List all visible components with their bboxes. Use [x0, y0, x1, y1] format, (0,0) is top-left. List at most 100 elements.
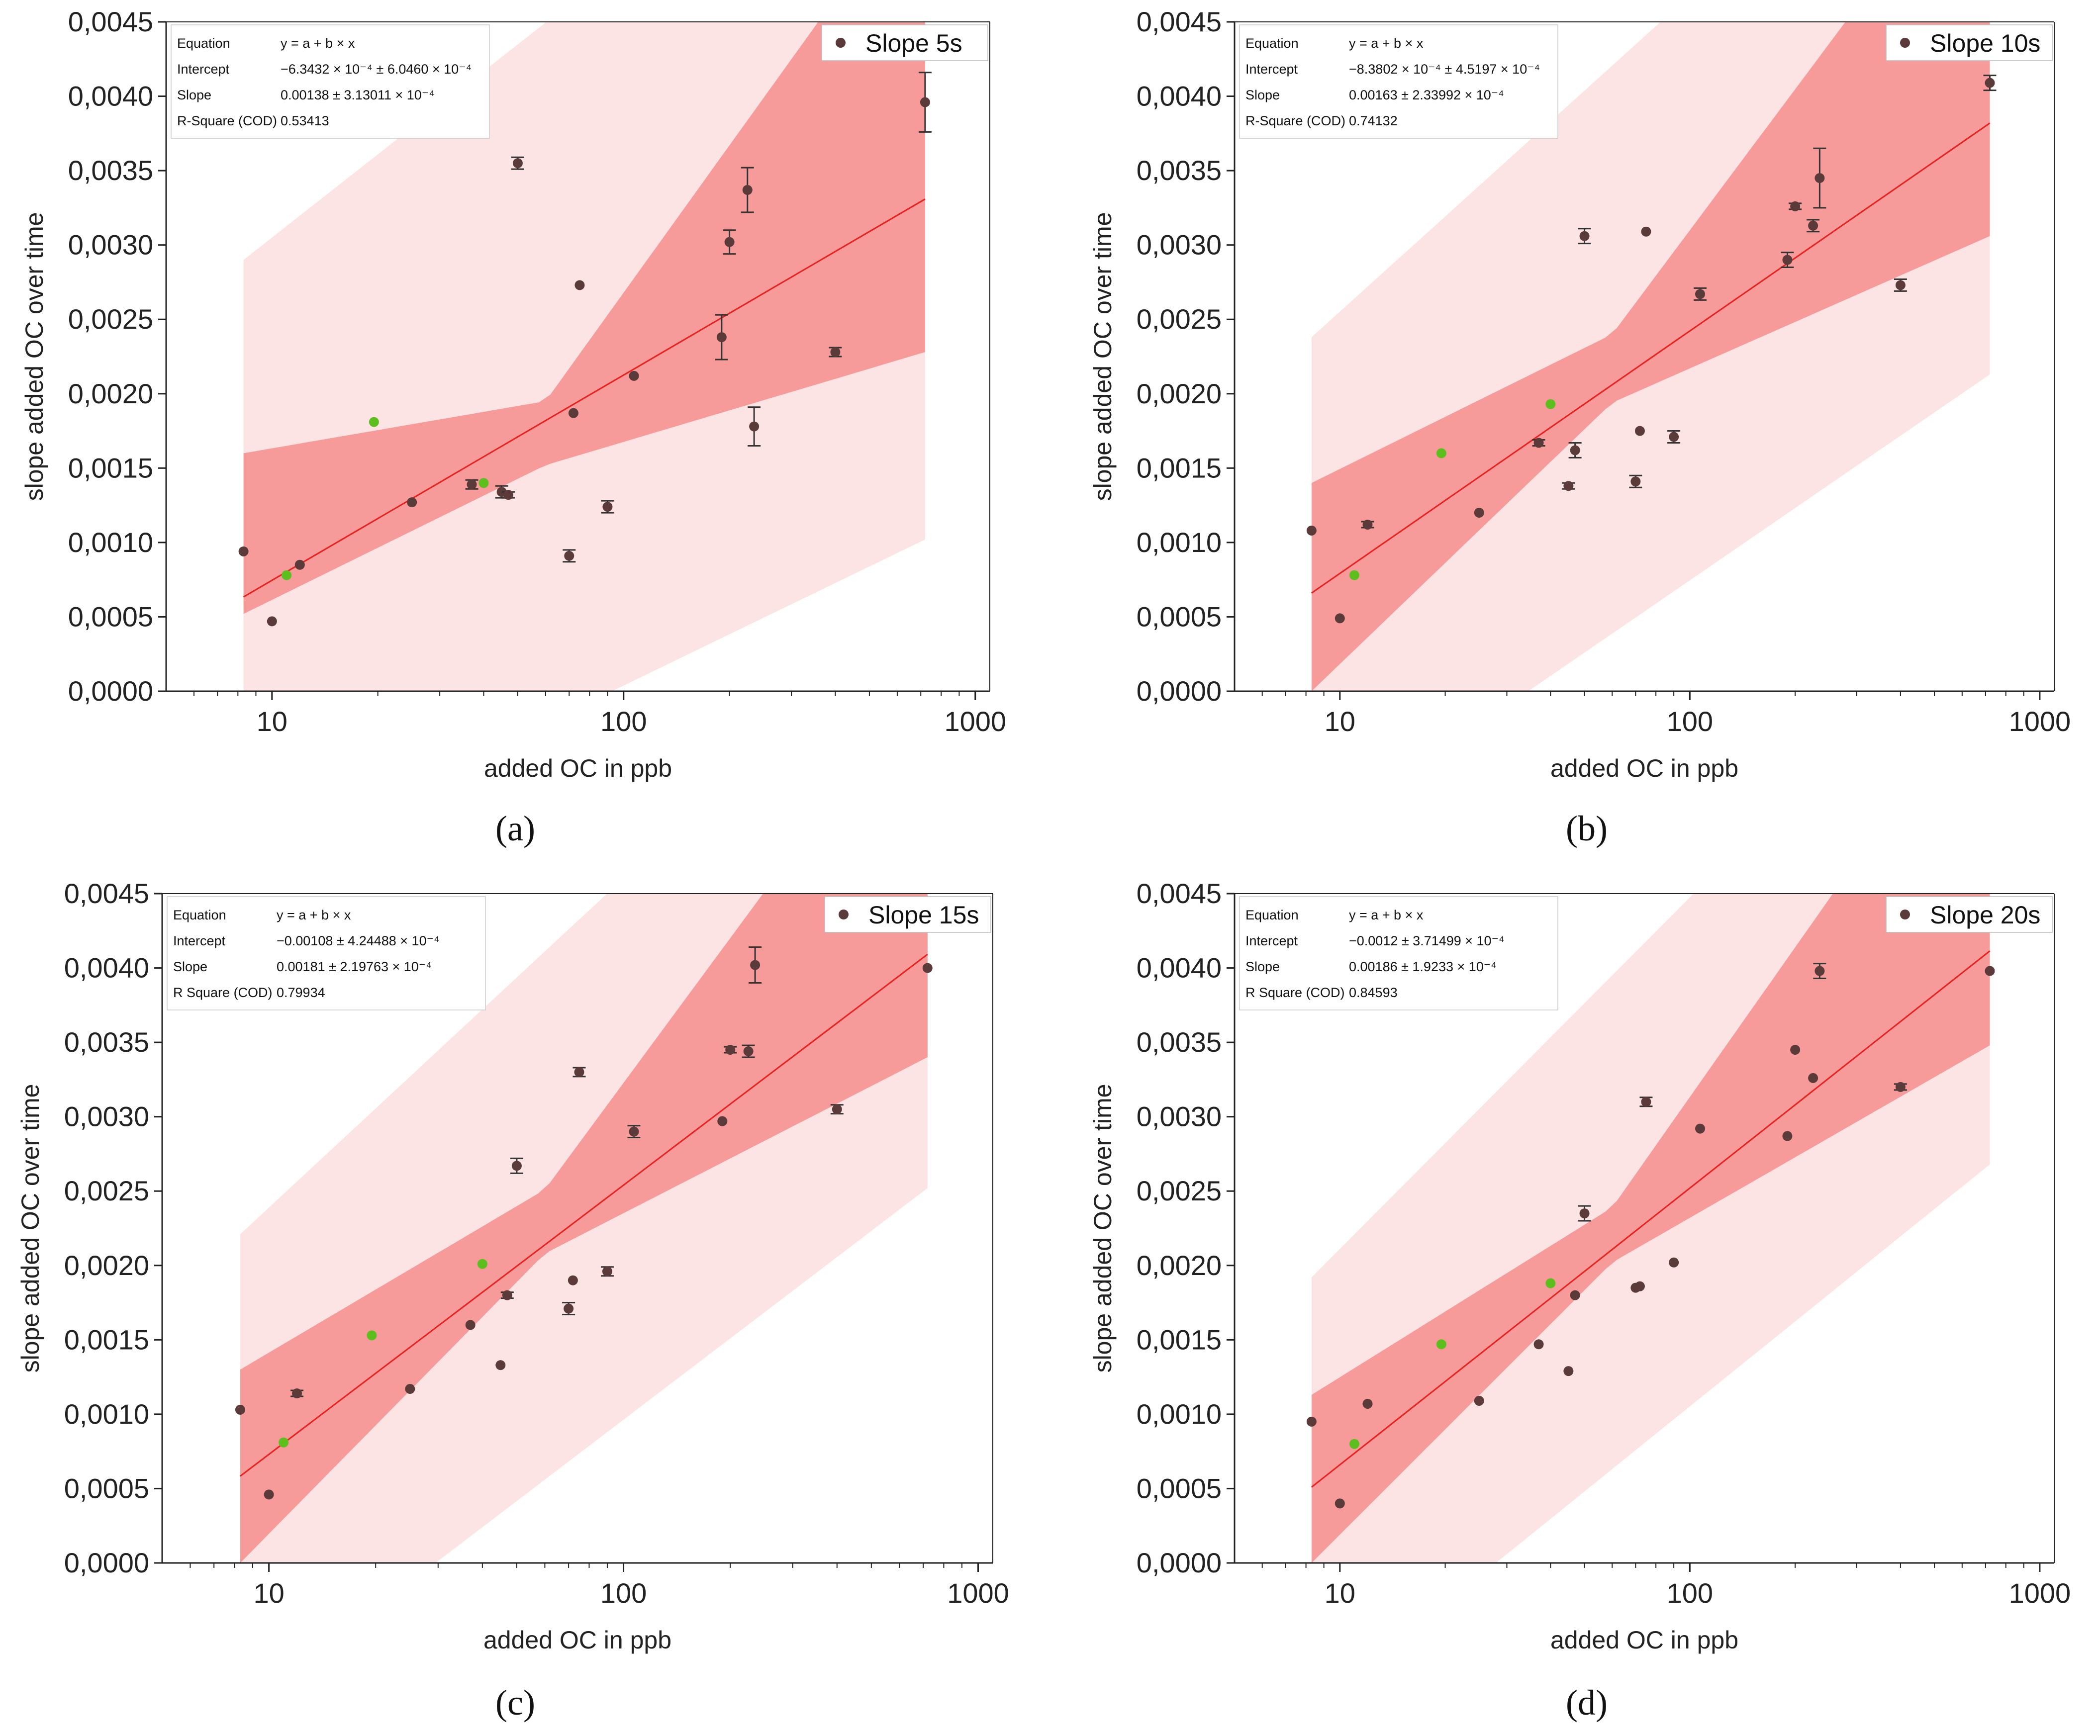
data-point — [1790, 201, 1801, 211]
data-point — [1533, 1339, 1544, 1350]
plot-area — [1306, 22, 1997, 691]
legend: Slope 5s — [821, 24, 988, 61]
legend-marker — [1900, 910, 1910, 919]
legend-label: Slope 10s — [1930, 29, 2040, 57]
x-tick-label: 1000 — [944, 706, 1006, 737]
stats-value: 0.84593 — [1349, 985, 1398, 1000]
data-point — [716, 332, 727, 343]
data-point — [503, 490, 513, 500]
stats-label: Slope — [1245, 959, 1280, 974]
y-tick-label: 0,0020 — [1137, 378, 1222, 409]
data-point — [369, 417, 379, 427]
plot-area — [1306, 894, 1995, 1563]
data-point — [1349, 570, 1359, 580]
x-tick-label: 100 — [1667, 706, 1713, 737]
y-tick-label: 0,0045 — [1137, 878, 1222, 909]
x-tick-label: 10 — [1325, 706, 1355, 737]
x-tick-label: 100 — [600, 706, 647, 737]
stats-value: 0.00181 ± 2.19763 × 10⁻⁴ — [277, 959, 432, 974]
stats-label: Slope — [177, 88, 211, 102]
y-axis-label: slope added OC over time — [20, 212, 48, 501]
stats-value: y = a + b × x — [281, 36, 355, 51]
y-tick-label: 0,0015 — [64, 1324, 149, 1355]
data-point — [750, 960, 761, 970]
data-point — [564, 550, 574, 561]
data-point — [1695, 289, 1706, 299]
y-tick-label: 0,0010 — [1137, 527, 1222, 558]
data-point — [1474, 508, 1484, 518]
panel-caption: (a) — [495, 809, 535, 848]
y-tick-label: 0,0015 — [1137, 1324, 1222, 1355]
data-point — [743, 1046, 754, 1057]
stats-table: Equation y = a + b × x Intercept −0.00108 ±… — [167, 896, 486, 1010]
fit-line — [240, 953, 928, 1477]
data-point — [922, 963, 933, 973]
data-point — [1782, 1131, 1793, 1141]
y-tick-label: 0,0025 — [1137, 303, 1222, 335]
data-point — [1436, 448, 1446, 458]
x-tick-label: 100 — [1667, 1577, 1713, 1609]
data-point — [407, 497, 417, 508]
stats-label: R-Square (COD) — [177, 113, 277, 128]
y-tick-label: 0,0040 — [64, 952, 149, 984]
data-point — [1669, 432, 1679, 442]
stats-label: Equation — [1245, 908, 1299, 922]
y-tick-label: 0,0010 — [1137, 1398, 1222, 1430]
data-point — [1474, 1395, 1484, 1406]
x-tick-label: 10 — [1325, 1577, 1355, 1609]
stats-value: −0.00108 ± 4.24488 × 10⁻⁴ — [277, 933, 439, 948]
data-point — [477, 1259, 487, 1269]
data-point — [279, 1437, 289, 1448]
y-tick-label: 0,0010 — [68, 527, 153, 558]
data-point — [602, 1266, 612, 1277]
stats-table-box — [171, 24, 490, 139]
stats-label: Intercept — [1245, 62, 1298, 77]
data-point — [1570, 1290, 1580, 1300]
y-tick-label: 0,0005 — [64, 1472, 149, 1504]
y-tick-label: 0,0020 — [68, 378, 153, 409]
data-point — [920, 97, 930, 107]
data-point — [512, 158, 523, 169]
y-tick-label: 0,0030 — [1137, 1101, 1222, 1132]
data-point — [1634, 426, 1645, 436]
stats-label: Slope — [1245, 88, 1280, 102]
legend-label: Slope 20s — [1930, 901, 2040, 929]
stats-label: R Square (COD) — [1245, 985, 1345, 1000]
fit-line — [243, 198, 926, 598]
stats-value: y = a + b × x — [277, 908, 351, 922]
y-tick-label: 0,0005 — [68, 601, 153, 632]
data-point — [264, 1489, 274, 1500]
stats-table: Equation y = a + b × x Intercept −6.3432 × … — [171, 24, 490, 139]
data-point — [1641, 1096, 1651, 1107]
x-tick-label: 10 — [257, 706, 287, 737]
stats-label: Slope — [173, 959, 207, 974]
legend-box — [1886, 24, 2053, 61]
data-point — [629, 1126, 639, 1137]
x-tick-label: 1000 — [2009, 706, 2071, 737]
data-point — [1335, 1498, 1345, 1509]
stats-table-box — [167, 896, 486, 1010]
data-point — [467, 479, 477, 490]
data-point — [1436, 1339, 1446, 1350]
data-point — [1782, 255, 1793, 265]
legend-marker — [1900, 38, 1910, 48]
y-tick-label: 0,0025 — [1137, 1175, 1222, 1206]
stats-value: 0.00186 ± 1.9233 × 10⁻⁴ — [1349, 959, 1497, 974]
data-point — [292, 1388, 302, 1399]
y-tick-label: 0,0015 — [68, 452, 153, 483]
data-point — [717, 1116, 728, 1126]
legend-box — [821, 24, 988, 61]
y-tick-label: 0,0040 — [68, 81, 153, 112]
x-axis-label: added OC in ppb — [483, 1626, 671, 1654]
legend-box — [824, 896, 991, 933]
y-axis-label: slope added OC over time — [16, 1084, 44, 1373]
stats-table-box — [1239, 896, 1558, 1010]
x-tick-label: 1000 — [2009, 1577, 2071, 1609]
chart-panel-d: 0,0000 0,0005 0,0010 0,0015 0,0020 0,0025 0,00… — [1089, 878, 2071, 1723]
data-point — [574, 280, 585, 290]
data-point — [1563, 481, 1574, 491]
data-point — [478, 478, 489, 488]
legend-label: Slope 5s — [865, 29, 962, 57]
y-tick-label: 0,0035 — [68, 155, 153, 186]
y-axis-label: slope added OC over time — [1089, 1084, 1117, 1373]
